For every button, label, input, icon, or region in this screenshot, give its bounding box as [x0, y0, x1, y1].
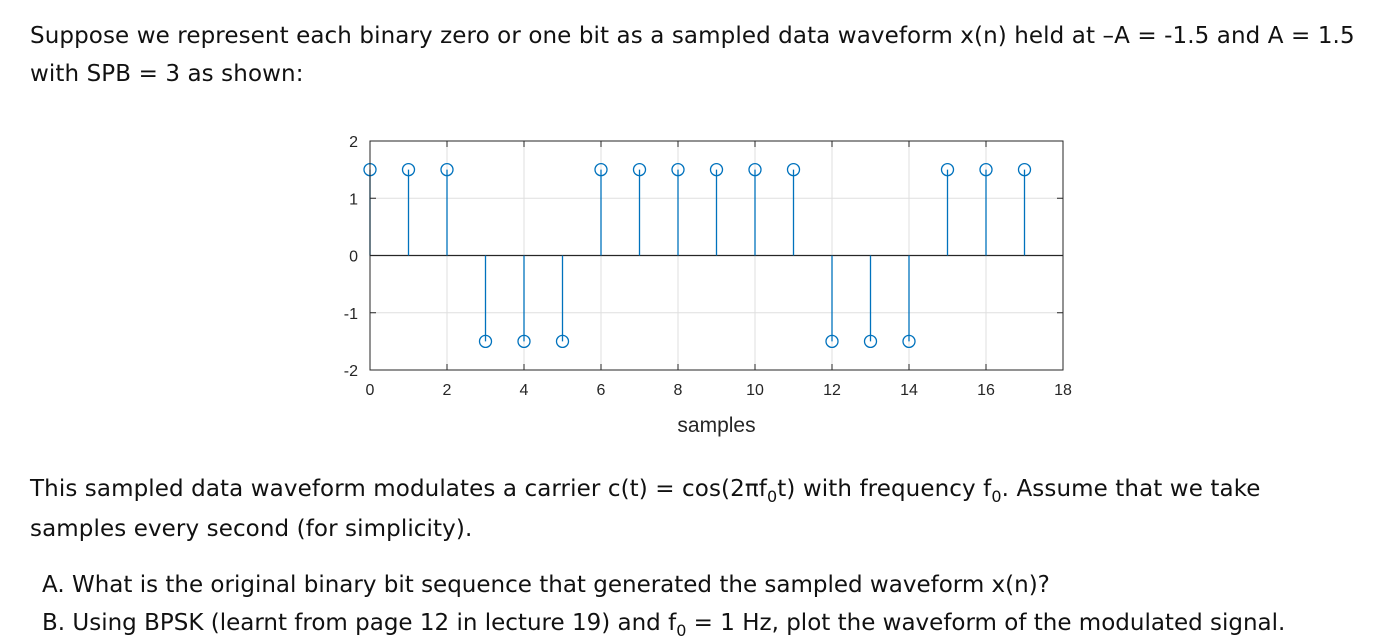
question-list: A. What is the original binary bit seque… — [42, 566, 1285, 644]
stem-marker — [632, 162, 647, 177]
stem-marker — [440, 162, 454, 177]
carrier-text-a: This sampled data waveform modulates a c… — [30, 476, 767, 502]
carrier-line-1: This sampled data waveform modulates a c… — [30, 470, 1261, 510]
y-tick-label: 1 — [349, 191, 358, 208]
stem-marker — [555, 334, 570, 349]
y-tick-label: 0 — [349, 249, 358, 266]
x-tick-label: 16 — [977, 382, 995, 399]
stem-marker — [863, 334, 878, 349]
stem-marker — [940, 162, 955, 177]
x-tick-label: 8 — [674, 382, 683, 399]
x-tick-label: 18 — [1054, 382, 1072, 399]
x-axis-label: samples — [677, 414, 755, 437]
stem-marker — [671, 162, 685, 177]
y-tick-label: 2 — [349, 134, 358, 151]
stem-marker — [401, 162, 416, 177]
stem-marker — [825, 334, 839, 349]
tick-marks — [369, 140, 1064, 371]
subscript-zero: 0 — [991, 487, 1002, 506]
stem-plot: 0 2 4 6 8 10 12 14 16 18 2 1 0 -1 -2 samples — [330, 125, 1090, 450]
carrier-line-2: samples every second (for simplicity). — [30, 516, 473, 542]
x-tick-label: 2 — [443, 382, 452, 399]
stem-marker — [979, 162, 993, 177]
carrier-text-b: t) with frequency f — [777, 476, 992, 502]
carrier-paragraph: This sampled data waveform modulates a c… — [30, 470, 1261, 548]
x-tick-label: 10 — [746, 382, 764, 399]
stem-marker — [709, 162, 724, 177]
stems — [363, 162, 1032, 349]
y-tick-label: -1 — [344, 306, 358, 323]
stem-marker — [902, 334, 916, 349]
subscript-zero: 0 — [766, 487, 778, 506]
stem-marker — [478, 334, 493, 349]
y-tick-label: -2 — [344, 363, 358, 380]
carrier-text-c: . Assume that we take — [1001, 476, 1261, 502]
stem-marker — [1017, 162, 1032, 177]
intro-paragraph: Suppose we represent each binary zero or… — [30, 17, 1355, 93]
x-tick-label: 6 — [597, 382, 606, 399]
question-a: A. What is the original binary bit seque… — [42, 572, 1050, 598]
x-tick-label: 12 — [823, 382, 841, 399]
x-tick-label: 4 — [520, 382, 529, 399]
question-b-text-a: B. Using BPSK (learnt from page 12 in le… — [42, 610, 677, 636]
stem-marker — [594, 162, 608, 177]
stem-marker — [517, 334, 531, 349]
stem-marker — [748, 162, 762, 177]
intro-line-2: with SPB = 3 as shown: — [30, 61, 304, 87]
stem-marker — [786, 162, 801, 177]
x-tick-label: 0 — [366, 382, 375, 399]
intro-line-1: Suppose we represent each binary zero or… — [30, 23, 1355, 49]
x-tick-label: 14 — [900, 382, 918, 399]
question-b: B. Using BPSK (learnt from page 12 in le… — [42, 604, 1285, 644]
subscript-zero: 0 — [676, 621, 687, 640]
question-b-text-b: = 1 Hz, plot the waveform of the modulat… — [686, 610, 1286, 636]
